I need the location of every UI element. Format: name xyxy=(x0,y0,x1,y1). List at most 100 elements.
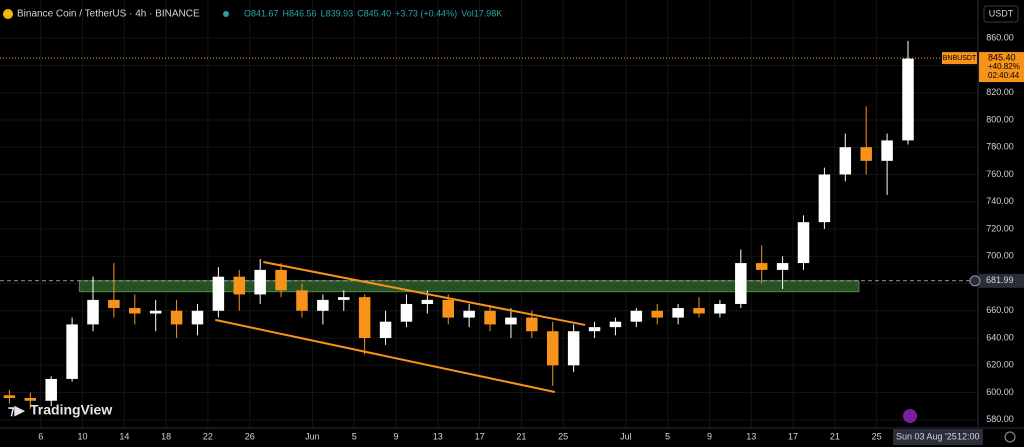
candle-body xyxy=(87,299,99,325)
candle-body xyxy=(755,263,768,270)
x-tick-label: 5 xyxy=(352,431,357,441)
status-dot xyxy=(223,11,229,17)
y-tick-label: 740.00 xyxy=(986,196,1014,206)
candle-body xyxy=(400,303,413,322)
last-price-label: 845.40 xyxy=(988,52,1016,62)
price-tag xyxy=(979,52,1024,83)
candle-body xyxy=(860,147,872,161)
x-tick-label: Jul xyxy=(620,431,632,441)
y-tick-label: 700.00 xyxy=(986,251,1014,261)
candle-body xyxy=(526,317,538,332)
candle-body xyxy=(108,299,120,309)
currency-button[interactable] xyxy=(983,5,1019,23)
brand-logo: ⁊▶ xyxy=(8,402,25,417)
add-alert-icon[interactable] xyxy=(969,275,981,287)
candle-body xyxy=(212,276,225,311)
candle-body xyxy=(693,308,705,314)
x-tick-label: 13 xyxy=(433,431,443,441)
ohlc-legend: O841.67 H846.56 L839.93 C845.40 +3.73 (+0.44… xyxy=(244,8,502,18)
legend-value: H846.56 xyxy=(283,8,317,18)
x-tick-label: 14 xyxy=(119,431,129,441)
x-tick-label: 21 xyxy=(516,431,526,441)
candle-body xyxy=(421,299,434,304)
candle-body xyxy=(484,310,496,325)
candle-body xyxy=(776,263,789,270)
x-tick-label: 21 xyxy=(830,431,840,441)
symbol-icon xyxy=(3,9,13,19)
legend-value: O841.67 xyxy=(244,8,279,18)
chart-title: Binance Coin / TetherUS · 4h · BINANCE xyxy=(17,9,200,20)
candle-body xyxy=(3,395,16,399)
x-tick-label: 6 xyxy=(38,431,43,441)
y-tick-label: 860.00 xyxy=(986,33,1014,43)
y-tick-label: 720.00 xyxy=(986,223,1014,233)
x-tick-label: 25 xyxy=(872,431,882,441)
legend-value: Vol17.98K xyxy=(461,8,502,18)
plot xyxy=(0,40,978,409)
y-tick-label: 620.00 xyxy=(986,360,1014,370)
candle-body xyxy=(379,321,392,339)
x-tick-label: 5 xyxy=(665,431,670,441)
y-tick-label: 600.00 xyxy=(986,387,1014,397)
candle-body xyxy=(609,321,622,328)
x-tick-label: 9 xyxy=(707,431,712,441)
candle-body xyxy=(442,299,454,318)
y-tick-label: 640.00 xyxy=(986,332,1014,342)
x-tick-label: Jun xyxy=(305,431,320,441)
candle-body xyxy=(735,263,747,304)
x-tick-label: 9 xyxy=(393,431,398,441)
candle-body xyxy=(839,147,852,175)
candle-body xyxy=(296,290,308,311)
candle-body xyxy=(170,310,183,325)
crosshair-tag xyxy=(893,429,983,445)
candle-body xyxy=(588,327,601,332)
candle-body xyxy=(672,308,684,318)
change-label: +40.82% xyxy=(988,62,1020,71)
candle-body xyxy=(233,276,246,295)
candle-body xyxy=(275,269,287,291)
trend-line xyxy=(263,260,586,326)
brand: TradingView xyxy=(30,402,112,418)
candle-body xyxy=(902,58,914,141)
legend-value: L839.93 xyxy=(321,8,354,18)
y-tick-label: 820.00 xyxy=(986,87,1014,97)
x-tick-label: 10 xyxy=(78,431,88,441)
y-tick-label: 780.00 xyxy=(986,142,1014,152)
candle-body xyxy=(567,331,580,366)
y-tick-label: 760.00 xyxy=(986,169,1014,179)
y-tick-label: 800.00 xyxy=(986,114,1014,124)
candle-body xyxy=(129,308,141,314)
x-tick-label: 17 xyxy=(788,431,798,441)
candle-body xyxy=(818,174,831,223)
candle-body xyxy=(714,303,726,314)
candle-body xyxy=(45,378,57,401)
candle-body xyxy=(546,331,559,366)
x-tick-label: 18 xyxy=(161,431,171,441)
candle-body xyxy=(630,310,643,322)
legend-value: +3.73 (+0.44%) xyxy=(395,8,457,18)
candle-body xyxy=(881,140,893,161)
crosshair-time: 12:00 xyxy=(957,431,980,441)
event-icon[interactable] xyxy=(903,409,917,423)
x-tick-label: 26 xyxy=(245,431,255,441)
x-tick-label: 22 xyxy=(203,431,213,441)
currency[interactable]: USDT xyxy=(989,8,1014,18)
candle-body xyxy=(317,299,329,311)
symbol-label: BNBUSDT xyxy=(943,55,977,62)
countdown-label: 02:40:44 xyxy=(988,71,1020,80)
candle-body xyxy=(338,297,350,300)
candle-body xyxy=(254,269,266,295)
symbol-tag xyxy=(942,52,977,65)
crosshair-date: Sun 03 Aug '25 xyxy=(896,431,957,441)
candle-body xyxy=(505,317,517,325)
x-tick-label: 17 xyxy=(475,431,485,441)
candle-body xyxy=(651,310,663,318)
level-tag xyxy=(979,273,1024,288)
y-tick-label: 580.00 xyxy=(986,414,1014,424)
settings-icon[interactable] xyxy=(1004,431,1016,443)
candle-body xyxy=(463,310,475,318)
candle-body xyxy=(66,324,78,379)
